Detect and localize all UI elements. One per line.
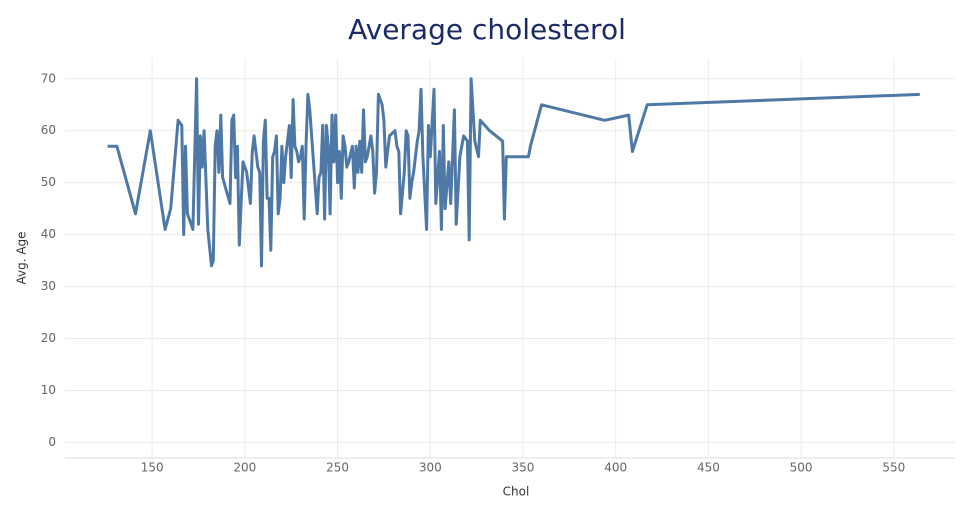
x-tick-label: 150 <box>141 461 164 475</box>
x-tick-label: 550 <box>882 461 905 475</box>
y-tick-label: 60 <box>41 123 56 137</box>
x-tick-label: 350 <box>512 461 535 475</box>
chart-title: Average cholesterol <box>348 13 626 46</box>
x-tick-label: 450 <box>697 461 720 475</box>
x-tick-label: 200 <box>233 461 256 475</box>
x-tick-label: 400 <box>604 461 627 475</box>
data-line <box>107 77 920 268</box>
y-tick-label: 50 <box>41 175 56 189</box>
y-tick-label: 70 <box>41 71 56 85</box>
x-tick-label: 300 <box>419 461 442 475</box>
y-tick-label: 0 <box>48 435 56 449</box>
x-tick-label: 500 <box>790 461 813 475</box>
y-tick-label: 20 <box>41 331 56 345</box>
y-tick-label: 40 <box>41 227 56 241</box>
x-axis-title: Chol <box>503 485 530 499</box>
x-tick-label: 250 <box>326 461 349 475</box>
y-tick-label: 10 <box>41 383 56 397</box>
y-tick-label: 30 <box>41 279 56 293</box>
y-axis-title: Avg. Age <box>15 231 29 284</box>
